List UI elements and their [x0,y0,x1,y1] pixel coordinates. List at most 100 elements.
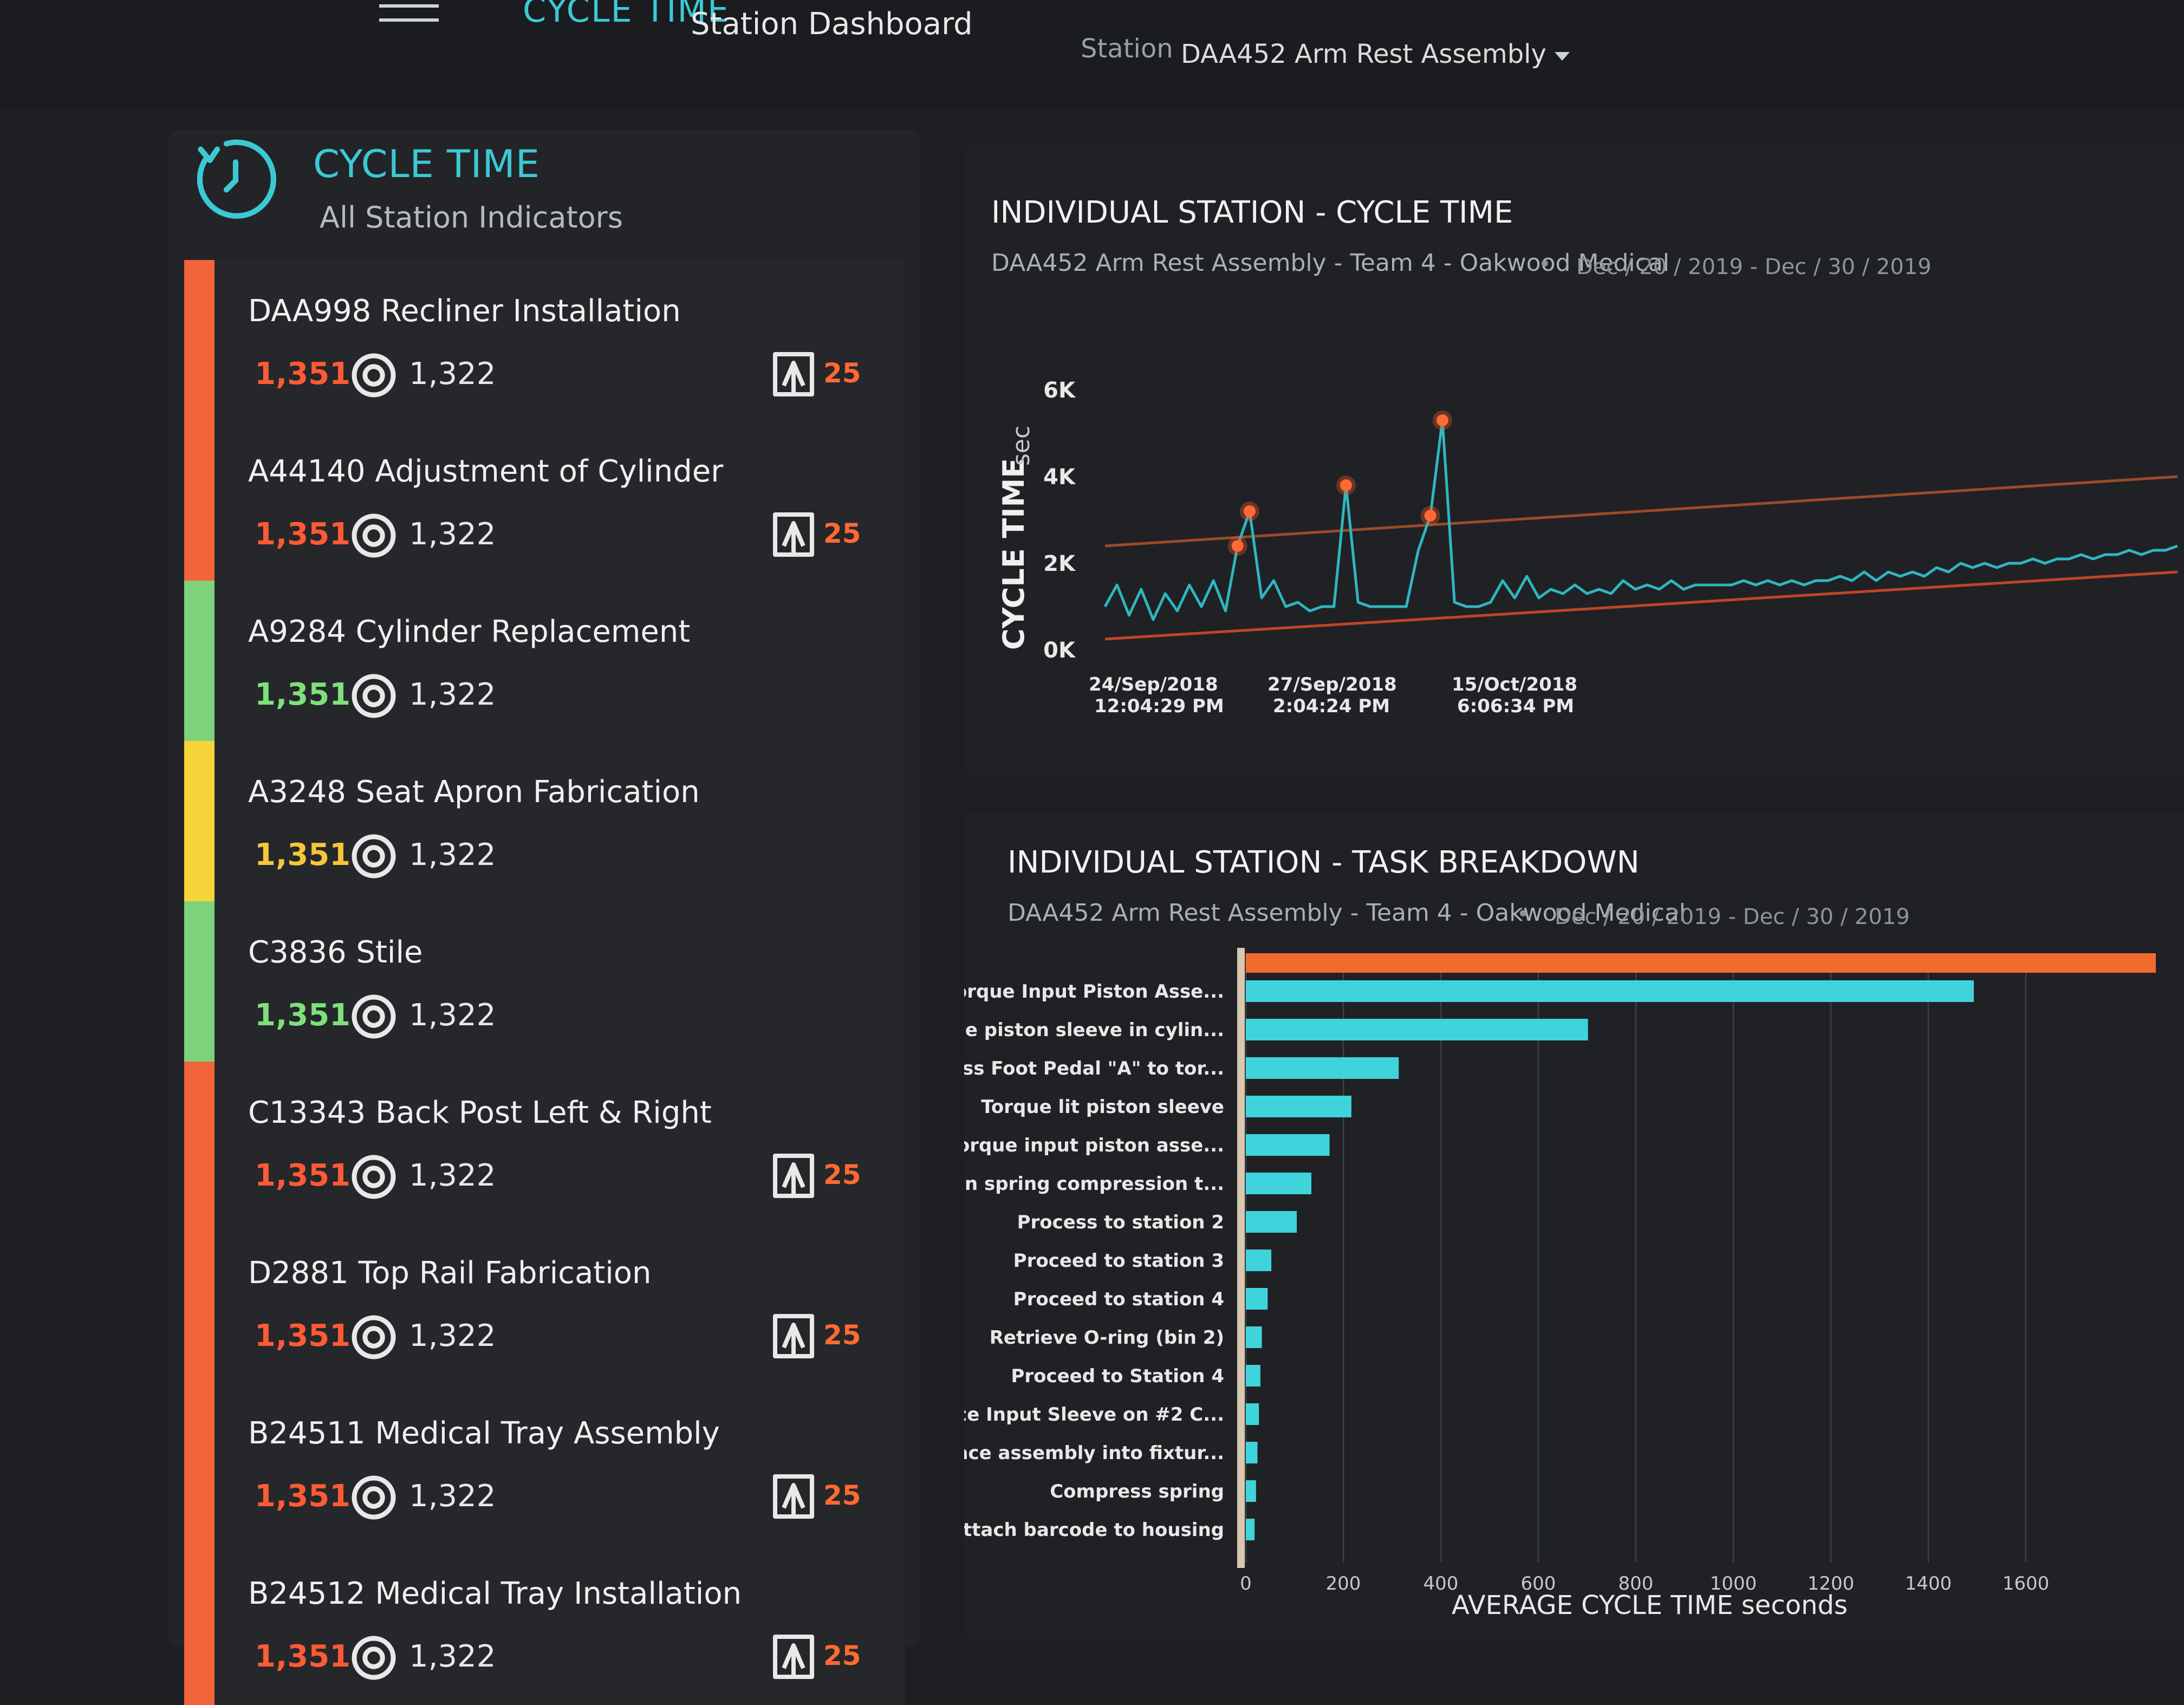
chart-subtitle: DAA452 Arm Rest Assembly - Team 4 - Oakw… [1007,899,1686,927]
category-label: Place piston sleeve in cylin... [964,1019,1224,1041]
target-cycle-time: 1,322 [409,837,496,873]
station-card[interactable]: DAA998 Recliner Installation 1,351 1,322 25 [184,260,905,422]
target-icon [352,994,396,1039]
task-bar [1246,1519,1255,1540]
x-axis-label: AVERAGE CYCLE TIME seconds [1452,1590,1848,1621]
actual-cycle-time: 1,351 [255,1318,351,1353]
actual-cycle-time: 1,351 [255,837,351,873]
x-tick-label: 1600 [2003,1573,2050,1595]
station-card[interactable]: B24511 Medical Tray Assembly 1,351 1,322 25 [184,1382,905,1545]
alert-icon [773,352,814,396]
station-name: A3248 Seat Apron Fabrication [248,775,700,810]
task-bar [1246,1250,1272,1271]
station-card[interactable]: A9284 Cylinder Replacement 1,351 1,322 [184,581,905,743]
target-icon [352,834,396,878]
target-icon [352,1155,396,1199]
alert-icon [773,1635,814,1679]
status-indicator-bar [184,1062,214,1224]
station-card[interactable]: A3248 Seat Apron Fabrication 1,351 1,322 [184,741,905,903]
x-tick-label: 27/Sep/2018 [1268,674,1397,695]
status-indicator-bar [184,260,214,422]
x-tick-label: 6:06:34 PM [1457,695,1574,717]
spike-point [1424,510,1436,522]
app-subtitle: Station Dashboard [691,6,973,42]
category-label: Align spring compression t... [964,1173,1224,1195]
task-bar [1246,1057,1399,1079]
x-tick-label: 2:04:24 PM [1273,695,1390,717]
station-name: B24512 Medical Tray Installation [248,1576,742,1611]
date-range: Dec / 20 / 2019 - Dec / 30 / 2019 [1555,904,1910,929]
status-indicator-bar [184,1543,214,1705]
target-cycle-time: 1,322 [409,1318,496,1353]
separator-dot: • [1538,252,1551,277]
x-tick-label: 1400 [1905,1573,1952,1595]
alert-count: 25 [823,1480,861,1511]
status-indicator-bar [184,901,214,1064]
task-bar [1246,1326,1262,1348]
station-dropdown[interactable]: DAA452 Arm Rest Assembly [1181,39,1576,82]
category-label: Torque Input Piston Asse... [964,981,1224,1003]
station-name: A44140 Adjustment of Cylinder [248,454,724,489]
alert-icon [773,1314,814,1358]
task-bar [1246,1019,1588,1040]
task-breakdown-bar-chart: Torque Input Piston Asse... Place piston … [964,948,2156,1621]
task-bar [1246,1365,1260,1387]
target-icon [352,1315,396,1359]
actual-cycle-time: 1,351 [255,1479,351,1514]
task-bar [1246,1288,1268,1310]
y-tick-label: 6K [1043,378,1076,403]
x-tick-label: 12:04:29 PM [1094,695,1224,717]
target-cycle-time: 1,322 [409,1158,496,1193]
hamburger-menu-icon[interactable] [379,4,439,22]
actual-cycle-time: 1,351 [255,1158,351,1193]
date-range: Dec / 20 / 2019 - Dec / 30 / 2019 [1576,255,1932,279]
target-icon [352,513,396,558]
actual-cycle-time: 1,351 [255,356,351,392]
category-label: Attach barcode to housing [964,1519,1224,1541]
category-label: Proceed to station 3 [1013,1250,1224,1272]
x-tick-label: 400 [1424,1573,1459,1595]
category-label: Place Input Sleeve on #2 C... [964,1404,1224,1426]
x-tick-label: 1200 [1808,1573,1855,1595]
alert-count: 25 [823,518,861,549]
category-label: Compress spring [1050,1481,1224,1502]
target-cycle-time: 1,322 [409,517,496,552]
category-label: Process to station 2 [1017,1212,1224,1233]
station-label: Station [1081,34,1173,64]
station-dropdown-value: DAA452 Arm Rest Assembly [1181,39,1546,69]
station-card[interactable]: A44140 Adjustment of Cylinder 1,351 1,322 2… [184,420,905,583]
target-icon [352,1475,396,1520]
station-card[interactable]: C3836 Stile 1,351 1,322 [184,901,905,1064]
spike-point [1436,414,1448,426]
station-card[interactable]: D2881 Top Rail Fabrication 1,351 1,322 25 [184,1222,905,1384]
target-cycle-time: 1,322 [409,677,496,712]
app-title: CYCLE TIME [523,0,730,30]
task-bar [1246,1480,1256,1502]
task-bar [1246,1096,1351,1117]
category-label: Proceed to station 4 [1013,1288,1224,1310]
alert-count: 25 [823,1319,861,1351]
x-tick-label: 600 [1521,1573,1556,1595]
target-cycle-time: 1,322 [409,1479,496,1514]
chevron-down-icon[interactable] [1555,52,1570,61]
panel-title: CYCLE TIME [313,142,540,186]
station-name: A9284 Cylinder Replacement [248,614,691,649]
target-icon [352,353,396,398]
lower-limit-line [1104,570,2178,641]
task-bar [1246,1211,1297,1233]
station-card[interactable]: B24512 Medical Tray Installation 1,351 1,3… [184,1543,905,1705]
reference-bar [1246,953,2156,973]
task-breakdown-chart-panel: INDIVIDUAL STATION - TASK BREAKDOWN DAA4… [964,812,2184,1638]
alert-icon [773,512,814,557]
chart-title: INDIVIDUAL STATION - CYCLE TIME [991,195,1513,230]
category-label: Press Foot Pedal "A" to tor... [964,1058,1224,1079]
x-tick-label: 0 [1240,1573,1252,1595]
station-card[interactable]: C13343 Back Post Left & Right 1,351 1,322 2… [184,1062,905,1224]
status-indicator-bar [184,1382,214,1545]
y-tick-label: 2K [1043,551,1076,576]
alert-icon [773,1154,814,1198]
chart-subtitle: DAA452 Arm Rest Assembly - Team 4 - Oakw… [991,249,1670,277]
target-icon [352,674,396,718]
category-label: torque input piston asse... [964,1135,1224,1156]
